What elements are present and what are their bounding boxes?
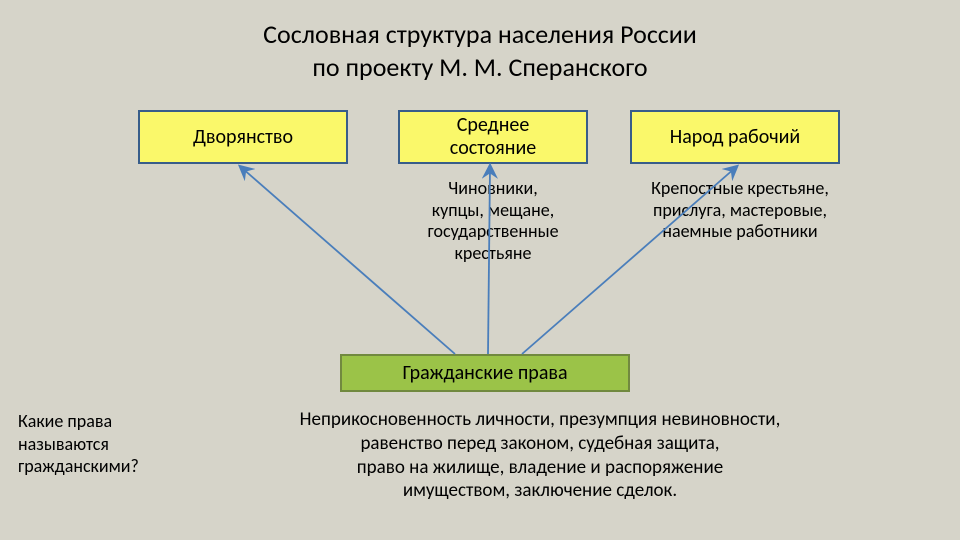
estate-label: Среднеесостояние — [450, 114, 536, 160]
title-line1: Сословная структура населения России — [263, 18, 697, 50]
estate-label: Дворянство — [193, 126, 293, 149]
page-title: Сословная структура населения России по … — [0, 0, 960, 83]
title-line2: по проекту М. М. Сперанского — [312, 51, 647, 83]
question-text: Какие праваназываютсягражданскими? — [18, 410, 183, 478]
civil-rights-label: Гражданские права — [402, 361, 567, 385]
estate-label: Народ рабочий — [670, 126, 801, 149]
estate-box-nobility: Дворянство — [138, 110, 348, 164]
explanation-text: Неприкосновенность личности, презумпция … — [200, 408, 880, 503]
estate-box-middle: Среднеесостояние — [398, 110, 588, 164]
civil-rights-box: Гражданские права — [340, 354, 630, 392]
estate-box-workers: Народ рабочий — [630, 110, 840, 164]
estate-desc-middle: Чиновники,купцы, мещане,государственныек… — [383, 178, 603, 264]
estate-desc-workers: Крепостные крестьяне,прислуга, мастеровы… — [615, 178, 865, 243]
